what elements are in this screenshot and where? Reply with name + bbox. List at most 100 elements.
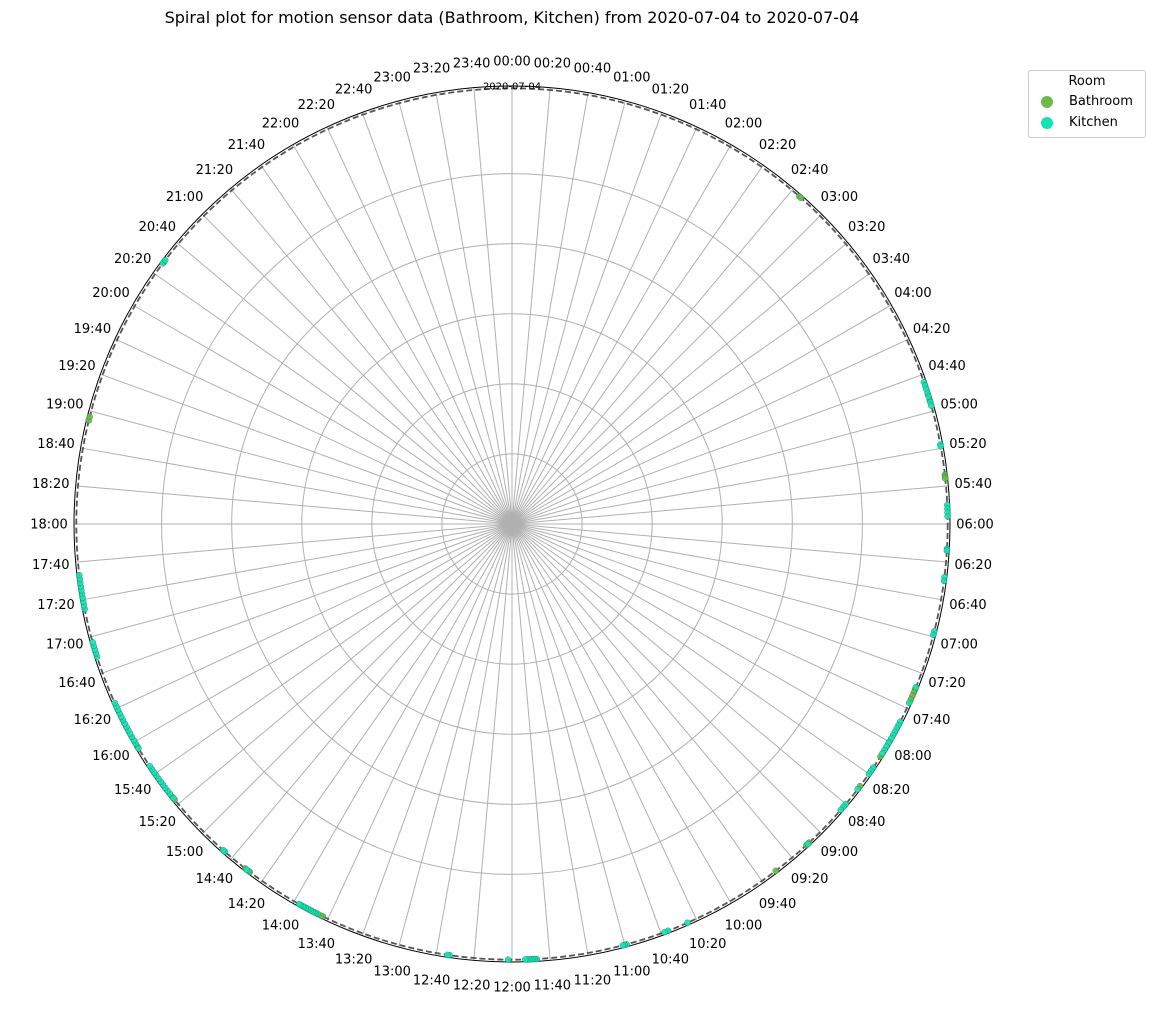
angle-tick-label: 21:20 (196, 163, 233, 178)
angle-tick-label: 06:40 (949, 598, 986, 613)
angular-gridline (511, 523, 764, 884)
angle-tick-label: 20:40 (139, 220, 176, 235)
data-point-bathroom (942, 475, 949, 482)
data-point-kitchen (220, 847, 227, 854)
angle-tick-label: 02:00 (725, 117, 762, 132)
angle-tick-label: 12:40 (413, 973, 450, 988)
angular-gridline (80, 523, 513, 601)
angle-tick-label: 12:20 (453, 979, 490, 994)
data-point-kitchen (243, 866, 250, 873)
angular-gridline (176, 523, 513, 806)
angular-gridline (292, 523, 513, 904)
angle-tick-label: 07:20 (928, 676, 965, 691)
angle-tick-label: 18:00 (30, 518, 67, 533)
angle-tick-label: 07:40 (913, 713, 950, 728)
angular-gridline (511, 523, 626, 948)
data-point-kitchen (89, 639, 96, 646)
angular-gridline (114, 338, 513, 525)
angle-tick-label: 07:00 (940, 637, 977, 652)
angular-gridline (100, 523, 513, 675)
angle-tick-label: 06:20 (955, 558, 992, 573)
angular-gridline (88, 410, 513, 525)
angle-tick-label: 01:40 (689, 98, 726, 113)
angle-tick-label: 00:00 (493, 55, 530, 70)
angle-tick-label: 08:20 (873, 783, 910, 798)
data-point-bathroom (772, 867, 779, 875)
data-point-kitchen (170, 794, 177, 802)
angular-gridline (260, 523, 513, 884)
data-point-kitchen (661, 928, 668, 936)
data-point-kitchen (837, 806, 845, 814)
legend-title: Room (1068, 74, 1106, 89)
angle-tick-label: 09:20 (791, 872, 828, 887)
data-point-kitchen (111, 699, 118, 707)
angular-gridline (398, 523, 513, 948)
angular-gridline (511, 242, 848, 525)
angular-gridline (511, 213, 823, 525)
angular-gridline (176, 242, 513, 525)
angle-tick-label: 08:00 (894, 749, 931, 764)
angular-gridline (511, 410, 936, 525)
angle-tick-label: 16:20 (74, 713, 111, 728)
angle-tick-label: 23:20 (413, 62, 450, 77)
data-point-kitchen (684, 919, 691, 926)
angle-tick-label: 15:20 (139, 815, 176, 830)
angle-tick-label: 04:40 (928, 359, 965, 374)
angle-tick-label: 16:00 (92, 749, 129, 764)
angular-gridline (511, 447, 944, 525)
angular-gridline (511, 523, 663, 936)
angle-tick-label: 15:00 (166, 845, 203, 860)
angle-tick-label: 03:20 (848, 220, 885, 235)
angle-tick-label: 14:20 (228, 897, 265, 912)
angle-tick-label: 10:20 (689, 937, 726, 952)
angular-gridline (511, 144, 732, 525)
angular-gridline (511, 100, 626, 525)
angle-tick-label: 04:20 (913, 322, 950, 337)
angular-gridline (88, 523, 513, 638)
data-point-bathroom (797, 194, 804, 201)
angle-tick-label: 18:20 (32, 477, 69, 492)
angle-tick-label: 05:00 (940, 398, 977, 413)
data-point-kitchen (522, 956, 529, 963)
angular-gridline (511, 523, 872, 776)
data-point-kitchen (912, 684, 920, 691)
data-point-kitchen (906, 699, 913, 707)
polar-frame (73, 85, 951, 963)
data-point-kitchen (865, 770, 873, 778)
angle-tick-label: 17:40 (32, 558, 69, 573)
angular-gridline (201, 213, 513, 525)
angular-gridline (511, 92, 589, 525)
data-point-kitchen (161, 257, 169, 264)
angular-gridline (326, 126, 513, 525)
angle-tick-label: 01:20 (652, 82, 689, 97)
angle-tick-label: 11:40 (534, 979, 571, 994)
angle-tick-label: 19:00 (46, 398, 83, 413)
legend: Room Bathroom Kitchen (1028, 70, 1146, 138)
angle-tick-label: 09:00 (821, 845, 858, 860)
angle-tick-label: 23:00 (373, 70, 410, 85)
angular-gridline (511, 523, 949, 563)
angle-tick-label: 13:00 (373, 965, 410, 980)
angular-gridline (511, 523, 944, 601)
angle-tick-label: 12:00 (493, 981, 530, 996)
data-point-kitchen (930, 631, 937, 639)
angular-gridline (511, 523, 823, 835)
data-point-kitchen (928, 402, 935, 409)
angular-gridline (326, 523, 513, 922)
angular-gridline (511, 112, 663, 525)
angle-tick-label: 15:40 (114, 783, 151, 798)
angular-gridline (473, 87, 513, 525)
angular-gridline (435, 523, 513, 956)
angle-tick-label: 06:00 (956, 518, 993, 533)
data-point-kitchen (504, 956, 512, 963)
angular-gridline (100, 373, 513, 525)
angular-gridline (511, 272, 872, 525)
angular-gridline (511, 523, 589, 956)
angle-tick-label: 03:00 (821, 190, 858, 205)
polar-grid (73, 85, 951, 963)
angle-tick-label: 00:20 (534, 56, 571, 71)
angle-tick-label: 20:20 (114, 252, 151, 267)
day-ring-line (75, 87, 949, 961)
data-point-kitchen (937, 443, 944, 450)
angle-tick-label: 14:40 (196, 872, 233, 887)
